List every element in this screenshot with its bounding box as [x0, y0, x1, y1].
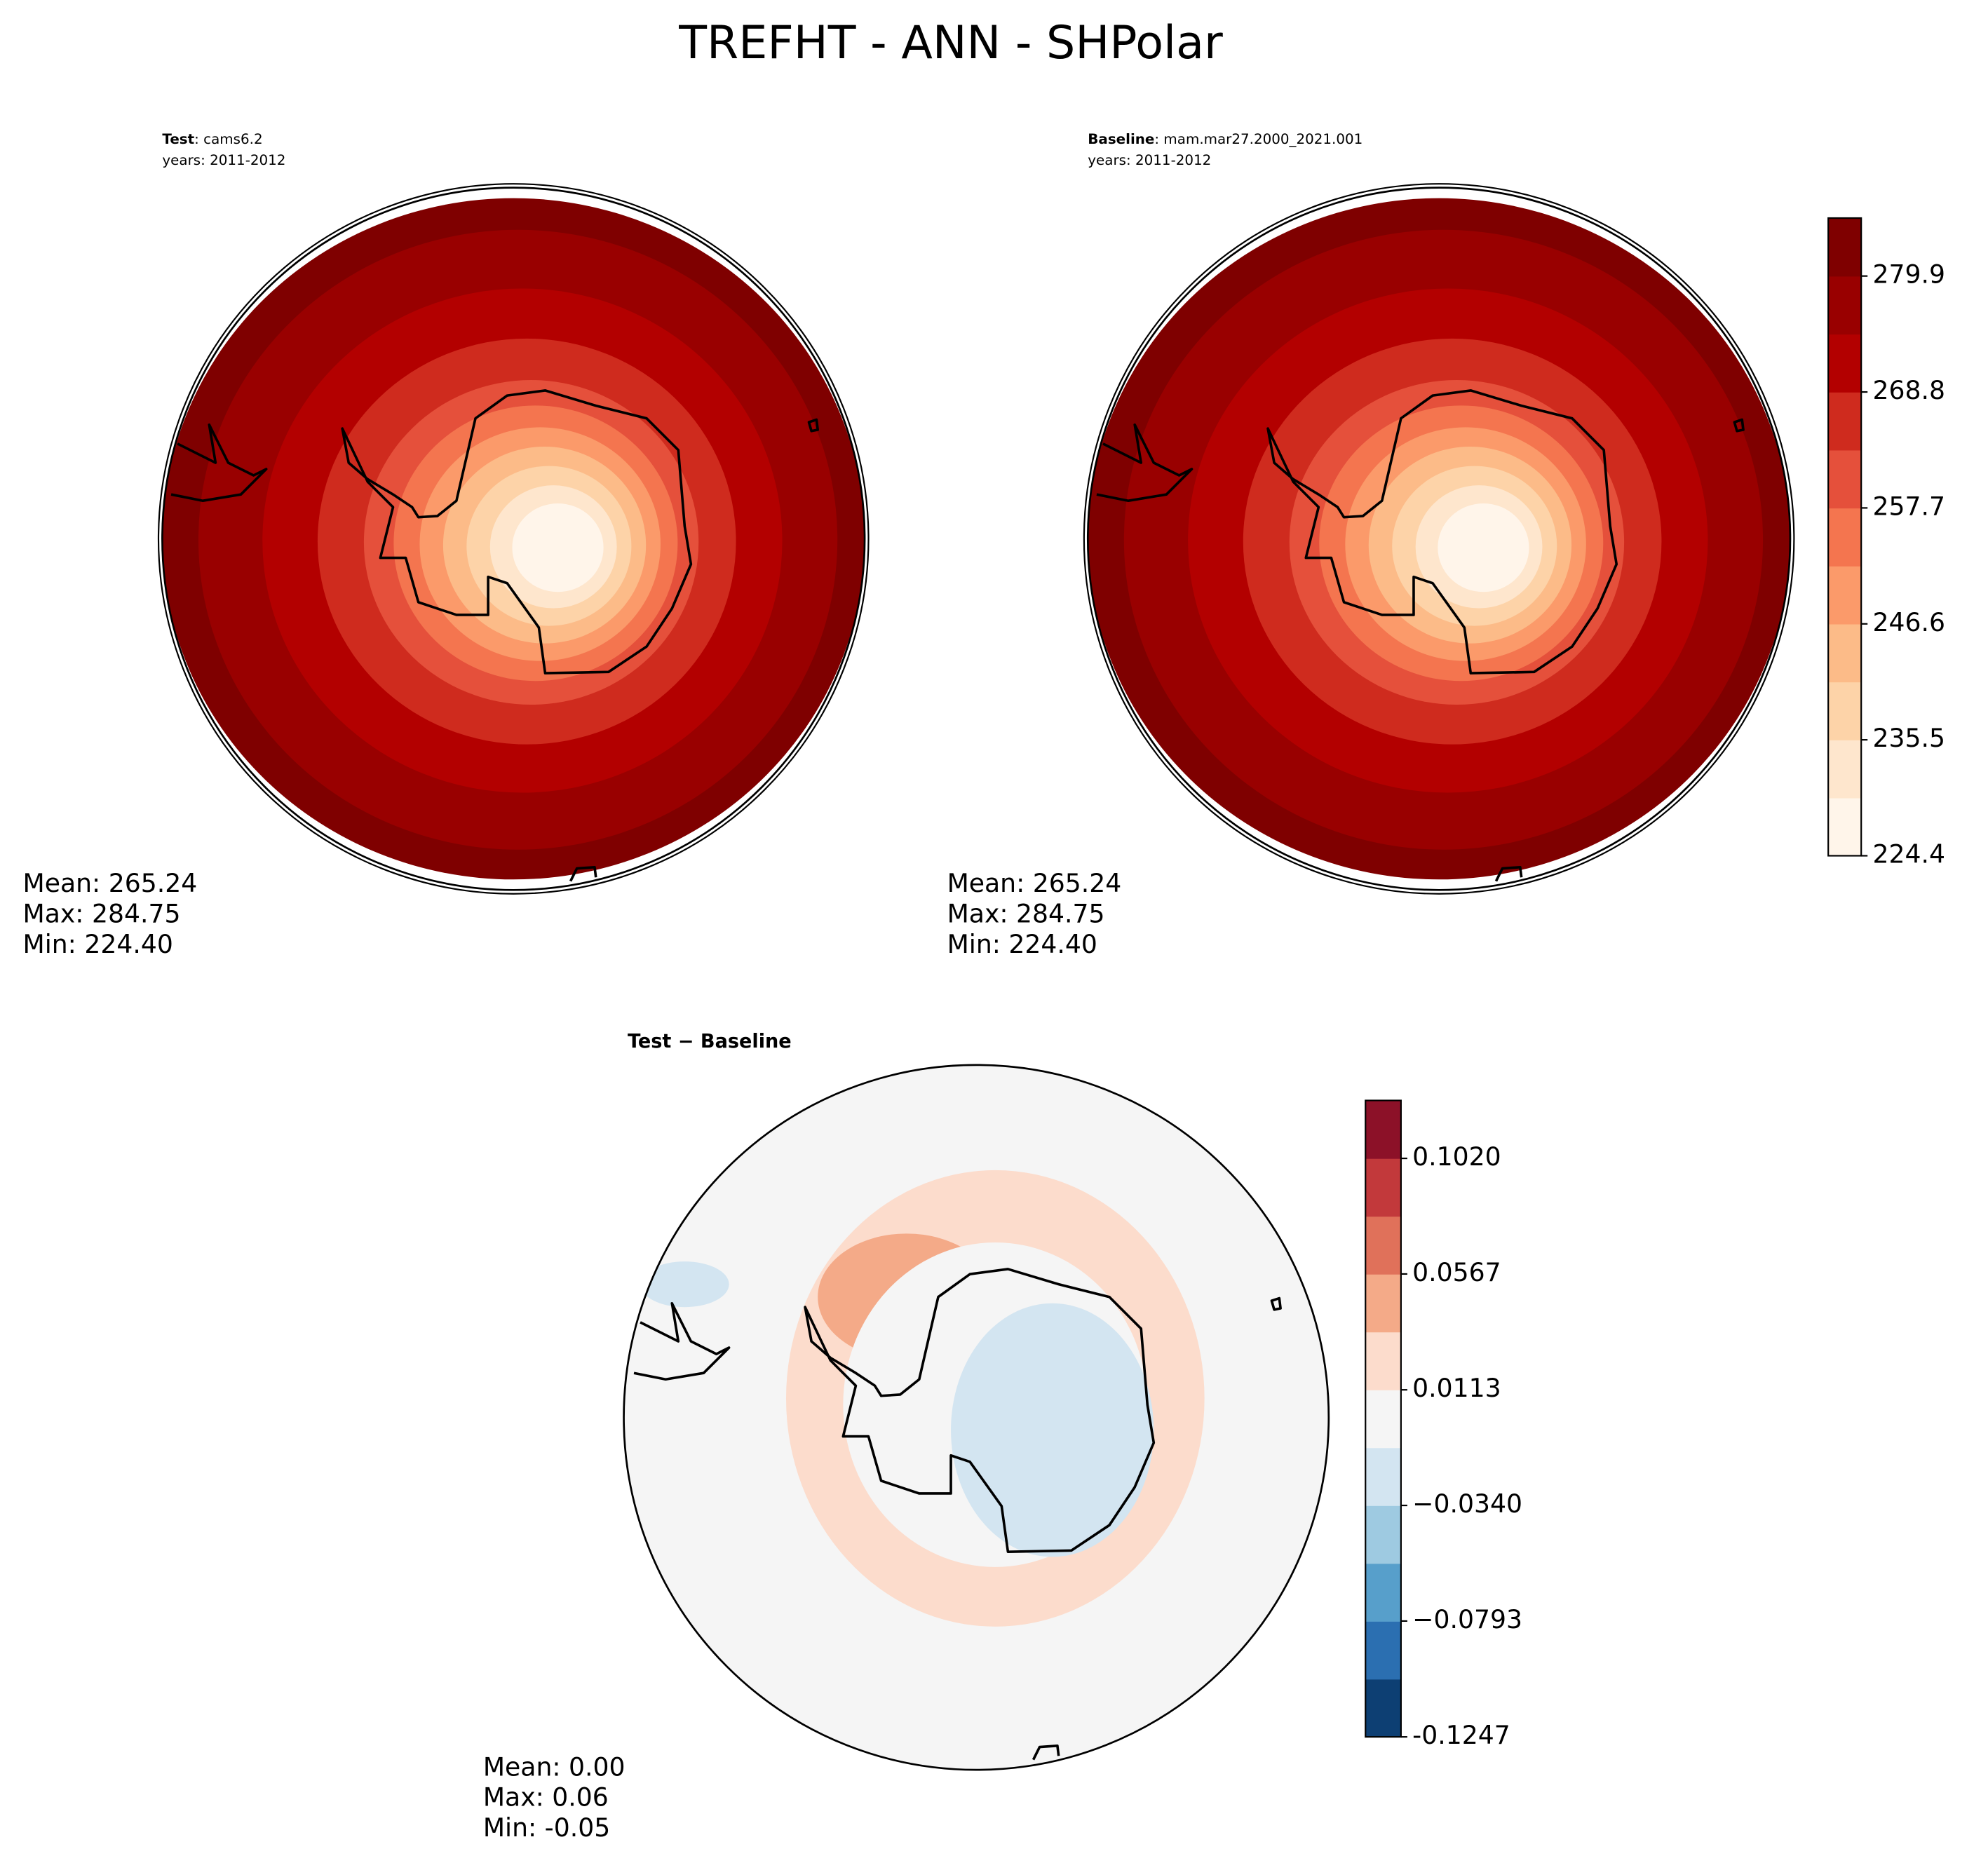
colorbar-band	[1828, 740, 1862, 799]
colorbar-band	[1828, 797, 1862, 857]
coastline	[1733, 418, 1745, 433]
colorbar-tick-label: 268.8	[1872, 375, 1945, 405]
colorbar-band	[1365, 1390, 1401, 1449]
colorbar-tick-label: 0.0567	[1412, 1257, 1501, 1287]
colorbar-band	[1828, 276, 1862, 335]
colorbar-tick-label: 246.6	[1872, 607, 1945, 637]
colorbar-tick-label: 224.4	[1872, 839, 1945, 869]
map-boundary	[161, 187, 866, 891]
colorbar-band	[1365, 1447, 1401, 1506]
colorbar-frame	[1365, 1099, 1402, 1738]
years: years: 2011-2012	[1088, 152, 1211, 168]
coastline	[1096, 423, 1194, 503]
colorbar-band	[1828, 392, 1862, 451]
colorbar-tick-label: 0.0113	[1412, 1373, 1501, 1403]
colorbar-band	[1365, 1158, 1401, 1217]
subtitle: Test: cams6.2	[162, 130, 262, 147]
coastline	[170, 423, 268, 503]
colorbar-tick-label: 235.5	[1872, 723, 1945, 753]
years: years: 2011-2012	[162, 152, 285, 168]
stat-text: Min: 224.40	[947, 929, 1097, 959]
colorbar-band	[1365, 1332, 1401, 1390]
coastline	[1494, 865, 1523, 882]
colorbar-band	[1828, 217, 1862, 277]
case-name: : mam.mar27.2000_2021.001	[1154, 130, 1362, 147]
subtitle: Baseline: mam.mar27.2000_2021.001	[1088, 130, 1362, 147]
map-frame	[157, 183, 870, 895]
stat-text: Mean: 265.24	[23, 868, 198, 898]
colorbar-tick-label: -0.1247	[1412, 1720, 1510, 1750]
anomaly-interior	[951, 1303, 1154, 1557]
case-label: Baseline	[1088, 130, 1154, 147]
case-name: : cams6.2	[194, 130, 262, 147]
colorbar-tick-label: −0.0793	[1412, 1604, 1522, 1634]
map-boundary	[1086, 187, 1792, 891]
colorbar-band	[1365, 1621, 1401, 1680]
colorbar-band	[1365, 1679, 1401, 1737]
colorbar-band	[1828, 334, 1862, 393]
coastline	[1032, 1744, 1060, 1761]
figure-title: TREFHT - ANN - SHPolar	[678, 17, 1223, 69]
coastline	[569, 865, 597, 882]
map-boundary	[623, 1064, 1330, 1771]
colorbar-band	[1828, 449, 1862, 509]
panel-title: Test − Baseline	[628, 1031, 792, 1052]
stat-text: Max: 284.75	[23, 898, 181, 928]
stat-text: Min: -0.05	[483, 1813, 610, 1843]
contour-band	[1438, 503, 1529, 592]
colorbar-band	[1828, 682, 1862, 740]
colorbar-band	[1365, 1274, 1401, 1333]
colorbar-frame	[1827, 217, 1862, 857]
colorbar-tick-label: 0.1020	[1412, 1141, 1501, 1172]
coastline	[1270, 1296, 1282, 1311]
map-frame	[1083, 183, 1795, 895]
coastline	[633, 1301, 731, 1381]
colorbar-band	[1365, 1100, 1401, 1159]
colorbar-tick-label: 279.9	[1872, 259, 1945, 290]
anomaly-patch	[640, 1261, 729, 1308]
case-label: Test	[162, 130, 194, 147]
colorbar-band	[1828, 623, 1862, 683]
colorbar-band	[1828, 508, 1862, 567]
colorbar-band	[1365, 1216, 1401, 1275]
stat-text: Mean: 265.24	[947, 868, 1122, 898]
stat-text: Mean: 0.00	[483, 1752, 626, 1782]
map-field	[162, 198, 865, 882]
map-field	[1088, 198, 1790, 882]
colorbar-band	[1828, 566, 1862, 625]
colorbar-band	[1365, 1505, 1401, 1564]
colorbar-tick-label: 257.7	[1872, 491, 1945, 521]
contour-band	[512, 503, 604, 592]
coastline	[807, 418, 819, 433]
stat-text: Max: 284.75	[947, 898, 1105, 928]
colorbar-tick-label: −0.0340	[1412, 1489, 1522, 1519]
colorbar-band	[1365, 1563, 1401, 1622]
map-field	[623, 1064, 1329, 1770]
stat-text: Max: 0.06	[483, 1782, 609, 1813]
stat-text: Min: 224.40	[23, 929, 173, 959]
